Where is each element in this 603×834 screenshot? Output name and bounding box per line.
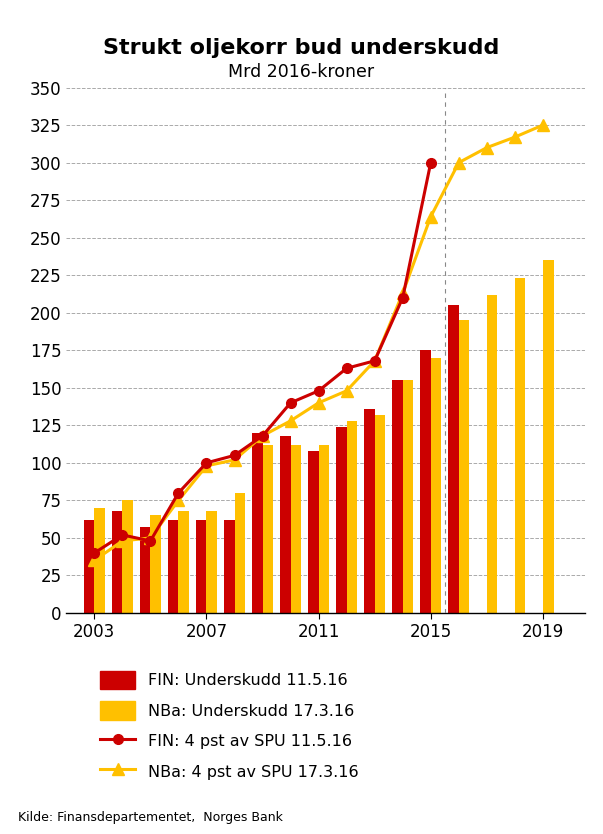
Bar — [235, 493, 245, 613]
Bar — [122, 500, 133, 613]
Bar — [431, 358, 441, 613]
Text: Kilde: Finansdepartementet,  Norges Bank: Kilde: Finansdepartementet, Norges Bank — [18, 811, 283, 824]
Bar — [543, 260, 554, 613]
Bar — [224, 520, 235, 613]
Legend: FIN: Underskudd 11.5.16, NBa: Underskudd 17.3.16, FIN: 4 pst av SPU 11.5.16, NBa: FIN: Underskudd 11.5.16, NBa: Underskudd… — [100, 671, 359, 781]
Bar — [94, 508, 105, 613]
Bar — [291, 445, 302, 613]
Bar — [403, 380, 414, 613]
Text: Strukt oljekorr bud underskudd: Strukt oljekorr bud underskudd — [103, 38, 500, 58]
Bar — [280, 436, 291, 613]
Bar — [178, 511, 189, 613]
Bar — [168, 520, 178, 613]
Bar — [206, 511, 217, 613]
Bar — [487, 294, 497, 613]
Text: Mrd 2016-kroner: Mrd 2016-kroner — [229, 63, 374, 81]
Bar — [84, 520, 94, 613]
Bar — [140, 527, 150, 613]
Bar — [318, 445, 329, 613]
Bar — [112, 511, 122, 613]
Bar — [252, 433, 262, 613]
Bar — [515, 279, 525, 613]
Bar — [336, 427, 347, 613]
Bar — [347, 421, 358, 613]
Bar — [262, 445, 273, 613]
Bar — [392, 380, 403, 613]
Bar — [374, 414, 385, 613]
Bar — [308, 451, 318, 613]
Bar — [196, 520, 206, 613]
Bar — [459, 320, 469, 613]
Bar — [150, 515, 161, 613]
Bar — [364, 409, 374, 613]
Bar — [448, 305, 459, 613]
Bar — [420, 350, 431, 613]
